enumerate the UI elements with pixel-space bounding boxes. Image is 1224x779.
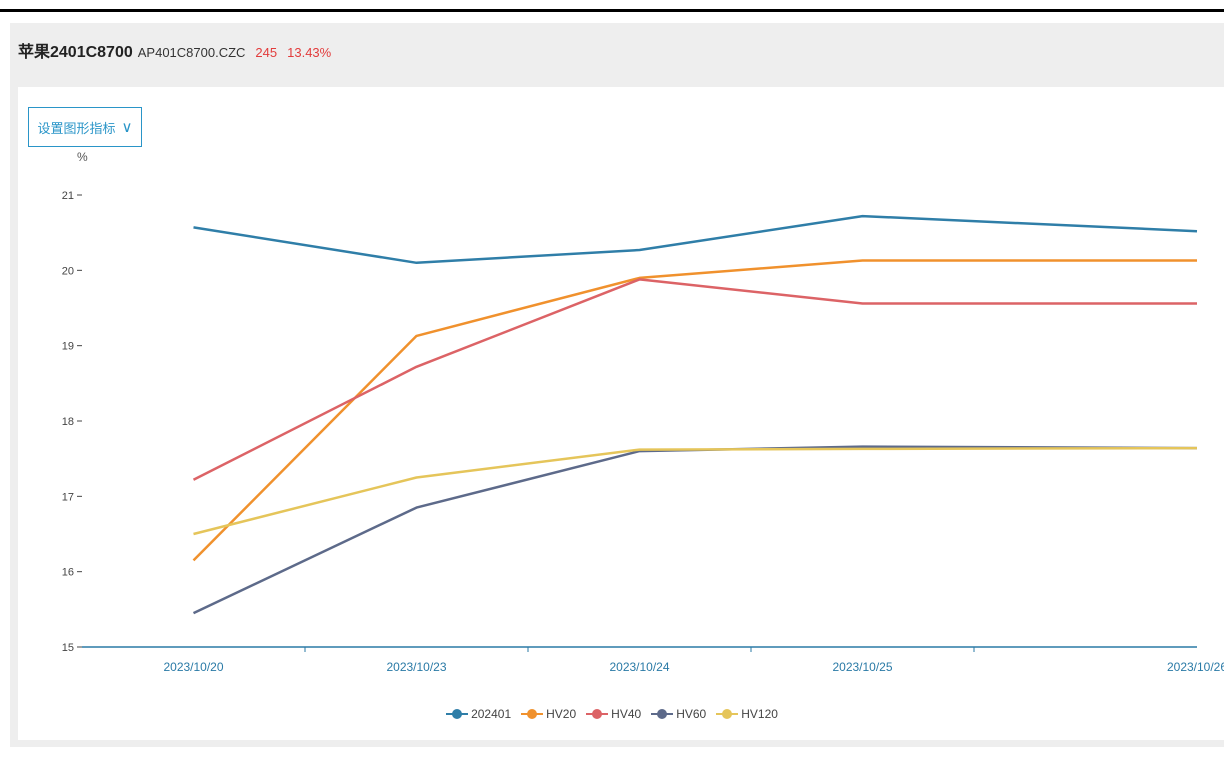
legend-marker-icon xyxy=(586,708,609,720)
y-tick-label: 18 xyxy=(62,416,74,428)
series-line-hv20 xyxy=(192,259,1197,562)
x-tick-label: 2023/10/23 xyxy=(386,660,446,674)
legend-marker-icon xyxy=(716,708,739,720)
instrument-header: 苹果2401C8700 AP401C8700.CZC 245 13.43% xyxy=(18,38,331,62)
series-line-202401 xyxy=(193,214,1198,265)
top-rule xyxy=(0,9,1224,12)
legend-marker-icon xyxy=(651,708,674,720)
chart-legend: 202401 HV20 HV40 HV60 HV120 xyxy=(0,707,1224,721)
legend-marker-icon xyxy=(521,708,544,720)
chevron-down-icon: ∨ xyxy=(121,119,133,136)
x-tick-label: 2023/10/24 xyxy=(609,660,669,674)
series-line-hv60 xyxy=(192,445,1198,615)
instrument-name: 苹果2401C8700 xyxy=(18,44,133,61)
chart-card xyxy=(18,87,1224,740)
y-tick-label: 16 xyxy=(62,567,74,579)
instrument-price: 245 xyxy=(255,45,278,60)
y-tick-label: 15 xyxy=(62,642,74,654)
legend-item-hv120[interactable]: HV120 xyxy=(716,707,778,721)
y-tick-label: 21 xyxy=(62,190,74,202)
series-line-hv40 xyxy=(192,278,1197,481)
legend-item-202401[interactable]: 202401 xyxy=(446,707,511,721)
legend-marker-icon xyxy=(446,708,469,720)
y-axis-unit: % xyxy=(77,150,88,164)
x-tick-label: 2023/10/26 xyxy=(1167,660,1224,674)
instrument-change-pct: 13.43% xyxy=(287,45,332,60)
y-tick-label: 17 xyxy=(62,491,74,503)
set-indicator-button[interactable]: 设置图形指标 ∨ xyxy=(28,107,142,147)
legend-label: HV40 xyxy=(611,707,642,721)
legend-item-hv60[interactable]: HV60 xyxy=(651,707,706,721)
legend-label: HV60 xyxy=(676,707,707,721)
legend-label: HV120 xyxy=(741,707,778,721)
instrument-code: AP401C8700.CZC xyxy=(137,45,246,60)
legend-label: 202401 xyxy=(471,707,512,721)
set-indicator-label: 设置图形指标 xyxy=(37,120,116,136)
legend-label: HV20 xyxy=(546,707,577,721)
x-tick-label: 2023/10/25 xyxy=(832,660,892,674)
y-tick-label: 20 xyxy=(62,265,74,277)
legend-item-hv20[interactable]: HV20 xyxy=(521,707,576,721)
series-line-hv120 xyxy=(193,446,1198,536)
legend-item-hv40[interactable]: HV40 xyxy=(586,707,641,721)
y-tick-label: 19 xyxy=(62,341,74,353)
x-tick-label: 2023/10/20 xyxy=(163,660,223,674)
